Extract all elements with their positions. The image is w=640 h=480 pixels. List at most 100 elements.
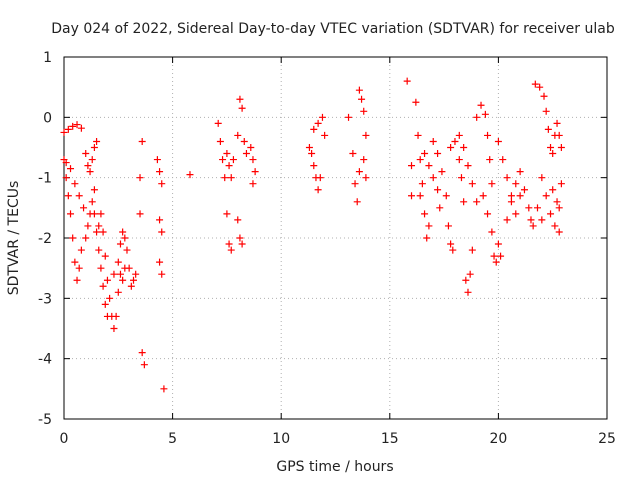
data-point xyxy=(112,312,120,320)
data-point xyxy=(555,204,563,212)
data-point xyxy=(488,228,496,236)
x-tick-label: 20 xyxy=(489,431,507,447)
data-point xyxy=(499,156,507,164)
data-point xyxy=(236,95,244,103)
x-tick-label: 15 xyxy=(381,431,399,447)
data-point xyxy=(507,192,515,200)
data-point xyxy=(488,180,496,188)
data-point xyxy=(106,294,114,302)
data-point xyxy=(64,125,72,133)
data-point xyxy=(497,252,505,260)
data-point xyxy=(247,144,255,151)
data-points xyxy=(60,77,565,393)
y-tick-label: -5 xyxy=(38,412,52,428)
data-point xyxy=(64,192,72,200)
data-point xyxy=(80,204,88,212)
data-point xyxy=(412,98,420,106)
data-point xyxy=(93,137,101,145)
data-point xyxy=(423,234,431,242)
data-point xyxy=(360,156,368,164)
data-point xyxy=(114,258,122,266)
data-point xyxy=(538,174,546,182)
data-point xyxy=(429,174,437,182)
data-point xyxy=(136,210,144,218)
data-point xyxy=(481,110,489,118)
data-point xyxy=(455,156,463,164)
data-point xyxy=(69,234,77,242)
data-point xyxy=(136,174,144,182)
data-point xyxy=(116,240,124,248)
chart-title: Day 024 of 2022, Sidereal Day-to-day VTE… xyxy=(51,21,615,37)
data-point xyxy=(158,228,166,236)
data-point xyxy=(249,156,257,164)
data-point xyxy=(355,168,363,176)
data-point xyxy=(351,180,359,188)
data-point xyxy=(130,276,138,284)
data-point xyxy=(308,150,316,158)
data-point xyxy=(321,131,329,139)
data-point xyxy=(451,137,459,145)
data-point xyxy=(73,121,81,129)
data-point xyxy=(238,104,246,112)
data-point xyxy=(447,240,455,248)
data-point xyxy=(251,168,259,176)
data-point xyxy=(529,222,537,230)
data-point xyxy=(229,156,237,164)
data-point xyxy=(99,282,107,290)
data-point xyxy=(318,113,326,121)
data-point xyxy=(314,186,322,194)
data-point xyxy=(123,246,131,254)
data-point xyxy=(249,180,257,188)
data-point xyxy=(158,180,166,188)
y-tick-label: -1 xyxy=(38,171,52,187)
data-point xyxy=(67,210,75,218)
data-point xyxy=(82,150,90,158)
data-point xyxy=(103,276,111,284)
data-point xyxy=(477,101,485,109)
data-point xyxy=(73,276,81,284)
data-point xyxy=(462,276,470,284)
data-point xyxy=(140,361,148,369)
data-point xyxy=(236,234,244,242)
data-point xyxy=(345,113,353,121)
x-tick-label: 0 xyxy=(60,431,69,447)
data-point xyxy=(314,119,322,127)
data-point xyxy=(414,131,422,139)
data-point xyxy=(160,385,168,393)
data-point xyxy=(358,95,366,103)
data-point xyxy=(438,168,446,176)
data-point xyxy=(527,216,535,224)
data-point xyxy=(416,156,424,164)
data-point xyxy=(223,210,231,218)
data-point xyxy=(119,228,127,236)
y-tick-label: -3 xyxy=(38,291,52,307)
x-tick-label: 5 xyxy=(168,431,177,447)
data-point xyxy=(457,174,465,182)
data-point xyxy=(90,186,98,194)
data-point xyxy=(421,150,429,158)
data-point xyxy=(90,210,98,218)
data-point xyxy=(503,174,511,182)
data-point xyxy=(408,162,416,170)
data-point xyxy=(549,186,557,194)
data-point xyxy=(557,144,565,151)
data-point xyxy=(416,192,424,200)
data-point xyxy=(114,288,122,296)
data-point xyxy=(82,234,90,242)
data-point xyxy=(553,198,561,206)
data-point xyxy=(434,186,442,194)
data-point xyxy=(355,86,363,94)
data-point xyxy=(403,77,411,85)
data-point xyxy=(240,137,248,145)
data-point xyxy=(93,228,101,236)
data-point xyxy=(536,83,544,91)
data-point xyxy=(310,125,318,133)
data-point xyxy=(551,222,559,230)
x-tick-label: 25 xyxy=(598,431,616,447)
data-point xyxy=(525,204,533,212)
data-point xyxy=(88,156,96,164)
data-point xyxy=(473,113,481,121)
data-point xyxy=(67,165,75,173)
data-point xyxy=(512,180,520,188)
data-point xyxy=(362,131,370,139)
